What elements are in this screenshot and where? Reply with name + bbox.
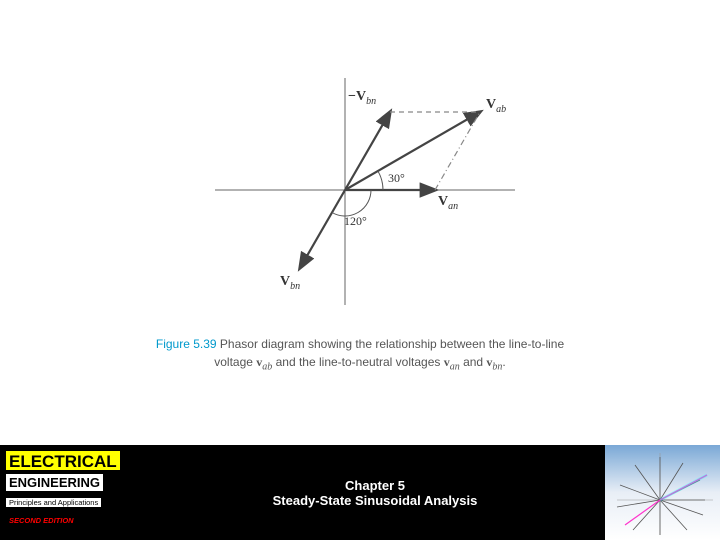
caption-van: van xyxy=(444,355,460,369)
book-tagline: Principles and Applications xyxy=(6,498,101,507)
figure-number: Figure 5.39 xyxy=(156,337,217,351)
vector-vab xyxy=(345,112,480,190)
label-vbn: Vbn xyxy=(280,274,300,292)
label-van: Van xyxy=(438,194,458,212)
angle-label-120: 120° xyxy=(344,214,367,228)
construction-van-vab xyxy=(435,112,480,190)
label-neg-vbn: −Vbn xyxy=(348,89,376,107)
chapter-title: Steady-State Sinusoidal Analysis xyxy=(145,493,605,508)
vector-vbn xyxy=(300,190,345,268)
vector-neg-vbn xyxy=(345,112,390,190)
figure-caption: Figure 5.39 Phasor diagram showing the r… xyxy=(140,335,580,374)
book-edition: SECOND EDITION xyxy=(6,516,74,525)
caption-vab: vab xyxy=(256,355,272,369)
caption-text-3: and xyxy=(463,355,486,369)
angle-label-30: 30° xyxy=(388,171,405,185)
slide-footer: ELECTRICAL ENGINEERING Principles and Ap… xyxy=(0,445,720,540)
label-vab: Vab xyxy=(486,97,506,115)
caption-vbn: vbn xyxy=(486,355,502,369)
phasor-diagram: 30° 120° −Vbn Vab Van Vbn xyxy=(180,60,540,320)
caption-text-2: and the line-to-neutral voltages xyxy=(276,355,444,369)
angle-arc-30 xyxy=(378,171,383,190)
mini-phasor-icon xyxy=(605,445,720,540)
caption-text-4: . xyxy=(502,355,505,369)
book-title: ELECTRICAL xyxy=(6,451,120,470)
chapter-number: Chapter 5 xyxy=(145,478,605,493)
book-info-block: ELECTRICAL ENGINEERING Principles and Ap… xyxy=(0,445,145,540)
chapter-block: Chapter 5 Steady-State Sinusoidal Analys… xyxy=(145,478,605,508)
book-subtitle: ENGINEERING xyxy=(6,474,103,491)
